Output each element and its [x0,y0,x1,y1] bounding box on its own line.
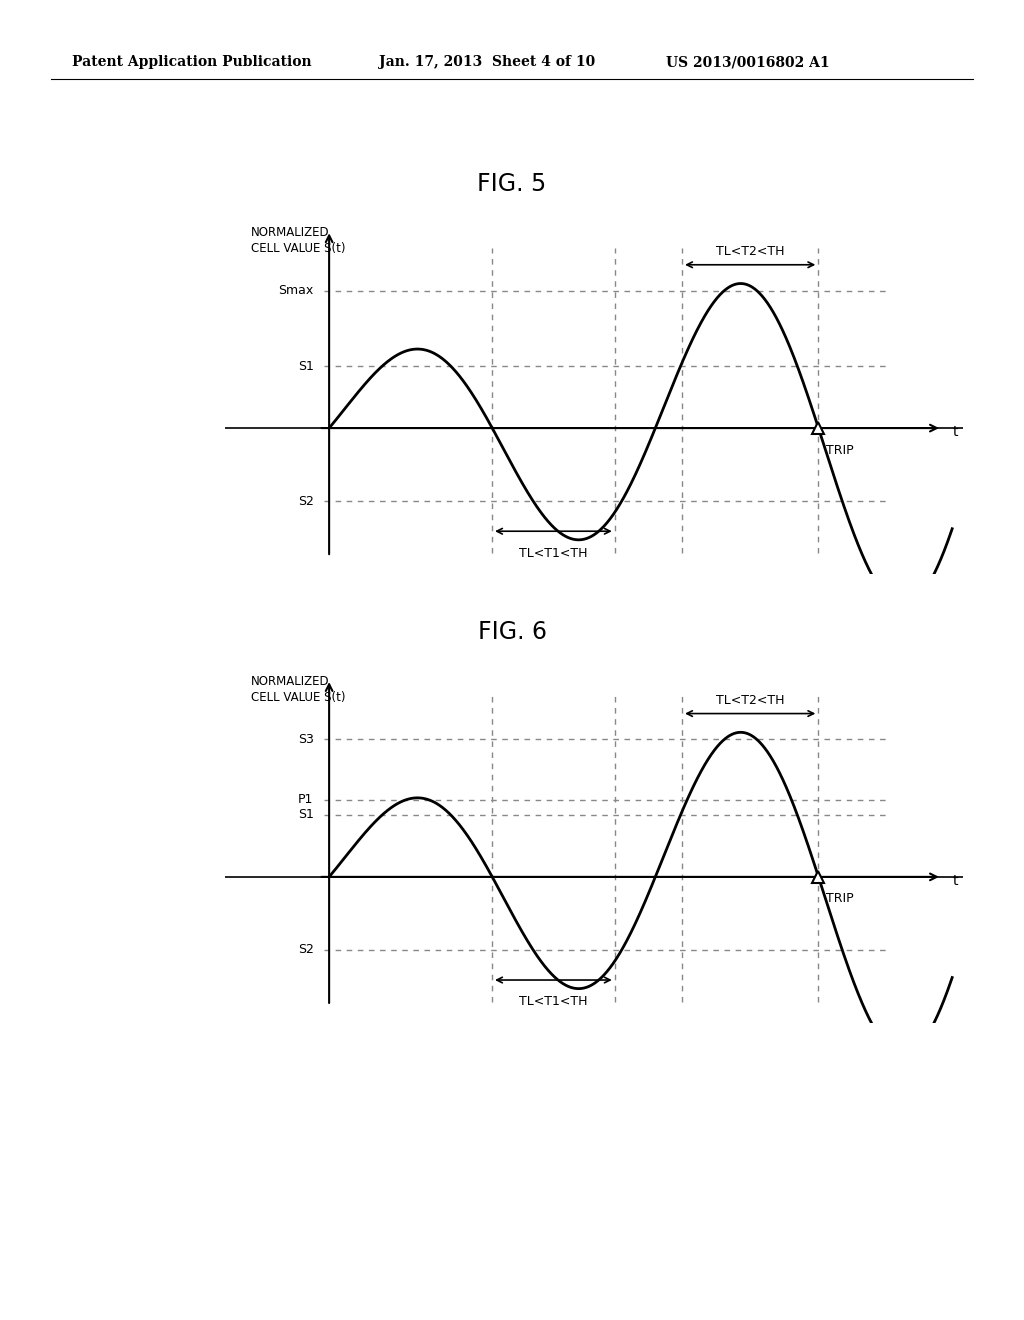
Text: S2: S2 [298,495,313,508]
Text: TRIP: TRIP [826,892,854,906]
Text: P1: P1 [298,793,313,807]
Text: TL<T1<TH: TL<T1<TH [519,995,588,1008]
Text: NORMALIZED
CELL VALUE S(t): NORMALIZED CELL VALUE S(t) [251,226,346,255]
Text: TL<T1<TH: TL<T1<TH [519,546,588,560]
Text: Patent Application Publication: Patent Application Publication [72,55,311,70]
Text: NORMALIZED
CELL VALUE S(t): NORMALIZED CELL VALUE S(t) [251,675,346,704]
Text: US 2013/0016802 A1: US 2013/0016802 A1 [666,55,829,70]
Text: TL<T2<TH: TL<T2<TH [716,694,784,706]
Text: FIG. 6: FIG. 6 [477,620,547,644]
Text: t: t [952,425,957,440]
Text: Smax: Smax [279,284,313,297]
Text: t: t [952,874,957,888]
Text: FIG. 5: FIG. 5 [477,172,547,195]
Text: S1: S1 [298,808,313,821]
Text: Jan. 17, 2013  Sheet 4 of 10: Jan. 17, 2013 Sheet 4 of 10 [379,55,595,70]
Text: S2: S2 [298,944,313,957]
Text: TRIP: TRIP [826,444,854,457]
Text: S3: S3 [298,733,313,746]
Text: TL<T2<TH: TL<T2<TH [716,246,784,257]
Text: S1: S1 [298,359,313,372]
